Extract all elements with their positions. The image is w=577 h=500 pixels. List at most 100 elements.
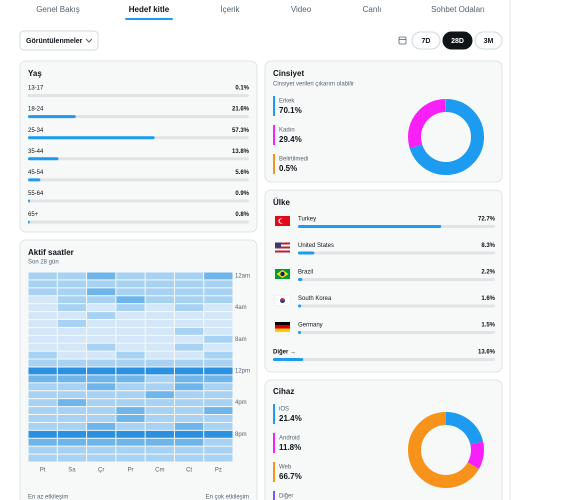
gender-card	[264, 60, 503, 183]
heatmap-cell	[87, 327, 116, 335]
bar	[28, 157, 59, 161]
heatmap-cell	[116, 296, 145, 304]
flag	[279, 218, 284, 224]
bar	[298, 304, 302, 308]
flag	[275, 328, 290, 333]
heatmap-cell	[28, 304, 57, 312]
heatmap-cell	[57, 454, 87, 462]
heatmap-cell	[57, 375, 87, 383]
range-label: 28D	[451, 38, 464, 45]
time-label: 12am	[235, 274, 250, 280]
heatmap-cell	[87, 391, 116, 399]
tab[interactable]: Sohbet Odaları	[431, 5, 485, 14]
heatmap-cell	[57, 383, 87, 391]
metric-dropdown-label[interactable]: Görüntülenmeler	[26, 38, 83, 45]
legend-value: 11.8%	[279, 443, 301, 452]
heatmap-cell	[28, 383, 57, 391]
other-link[interactable]: Diğer →	[273, 350, 296, 356]
heatmap-cell	[145, 399, 174, 407]
heatmap-cell	[57, 304, 87, 312]
donut-segment	[408, 99, 484, 175]
tab[interactable]: Video	[291, 5, 312, 14]
heatmap-cell	[145, 375, 174, 383]
legend-swatch	[273, 154, 275, 174]
heatmap-cell	[28, 327, 57, 335]
bar	[28, 220, 30, 224]
heatmap-cell	[116, 359, 145, 367]
heatmap-cell	[174, 383, 204, 391]
day-label: Çr	[98, 468, 104, 474]
range-button[interactable]	[474, 31, 503, 50]
legend-swatch	[273, 433, 275, 453]
heatmap-cell	[116, 438, 145, 446]
donut-segment	[408, 99, 484, 175]
day-label: Ct	[186, 468, 192, 474]
heatmap-cell	[174, 415, 204, 422]
age-label: 45-54	[28, 170, 44, 176]
heatmap-cell	[87, 296, 116, 304]
day-label: Pt	[40, 468, 46, 474]
age-label: 55-64	[28, 191, 44, 197]
heatmap-cell	[87, 367, 116, 375]
country-value: 2.2%	[481, 270, 495, 276]
heatmap-cell	[57, 343, 87, 351]
card-title: Ülke	[273, 198, 290, 207]
heatmap-cell	[87, 375, 116, 383]
heatmap-cell	[145, 422, 174, 430]
tab[interactable]: Hedef kitle	[129, 5, 170, 14]
heatmap-cell	[87, 351, 116, 359]
heatmap-cell	[57, 438, 87, 446]
range-button[interactable]	[411, 31, 441, 50]
bar	[298, 331, 301, 334]
country-label: Turkey	[298, 217, 316, 223]
time-label: 4pm	[235, 400, 247, 406]
heatmap-cell	[28, 415, 57, 422]
heatmap-cell	[57, 391, 87, 399]
bar	[28, 199, 30, 203]
calendar-icon[interactable]	[398, 36, 407, 45]
metric-dropdown[interactable]	[19, 30, 99, 51]
heatmap-cell	[204, 407, 233, 414]
tab[interactable]: Genel Bakış	[36, 5, 80, 14]
time-label: 8am	[235, 337, 247, 343]
heatmap-cell	[87, 430, 116, 438]
heatmap-cell	[116, 272, 145, 280]
flag	[275, 248, 290, 251]
heatmap-cell	[116, 422, 145, 430]
heatmap-cell	[174, 438, 204, 446]
tab[interactable]: İçerik	[220, 5, 240, 14]
heatmap-cell	[145, 320, 174, 327]
heatmap-cell	[145, 415, 174, 422]
heatmap-cell	[204, 304, 233, 312]
heatmap-cell	[204, 383, 233, 391]
card-title: Cihaz	[273, 387, 294, 396]
heatmap-cell	[28, 375, 57, 383]
heatmap-cell	[145, 383, 174, 391]
bar	[298, 225, 442, 228]
heatmap-cell	[116, 391, 145, 399]
time-label: 8pm	[235, 432, 247, 438]
heatmap-cell	[57, 367, 87, 375]
heatmap-cell	[116, 304, 145, 312]
range-button[interactable]	[442, 31, 473, 50]
country-value: 8.3%	[481, 243, 495, 249]
tab[interactable]: Canlı	[363, 5, 382, 14]
age-value: 0.8%	[235, 212, 249, 218]
heatmap-cell	[57, 446, 87, 454]
age-label: 65+	[28, 212, 39, 218]
heatmap-cell	[57, 288, 87, 296]
age-value: 0.9%	[235, 191, 249, 197]
legend-value: 0.5%	[279, 164, 297, 173]
heatmap-cell	[28, 367, 57, 375]
heatmap-cell	[174, 312, 204, 319]
heatmap-cell	[204, 320, 233, 327]
heatmap-cell	[174, 296, 204, 304]
heatmap-cell	[174, 367, 204, 375]
heatmap-cell	[57, 296, 87, 304]
age-value: 57.3%	[232, 128, 250, 134]
heatmap-cell	[174, 391, 204, 399]
heatmap-cell	[87, 335, 116, 343]
age-label: 25-34	[28, 128, 44, 134]
bar	[28, 136, 155, 140]
